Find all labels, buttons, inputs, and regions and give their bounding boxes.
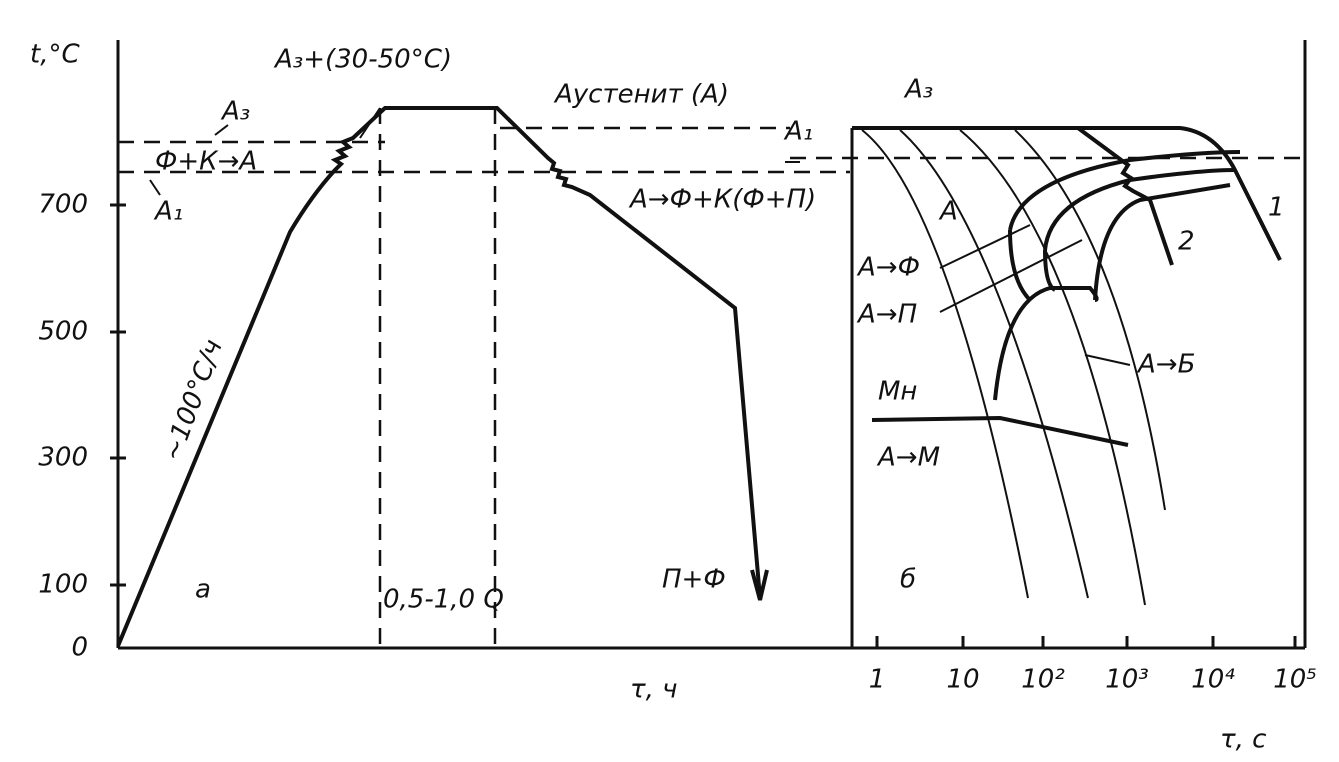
y-label: t,°C (30, 40, 80, 70)
y-tick-label: 0 (71, 633, 88, 663)
label: А→Ф+К(Ф+П) (628, 185, 816, 215)
label: А₃ (903, 75, 933, 105)
x-label: τ, ч (630, 675, 678, 705)
x-tick-label: 10² (1021, 665, 1065, 695)
label: 0,5-1,0 Q (383, 585, 504, 615)
label: 1 (1268, 193, 1285, 223)
label: Аустенит (А) (553, 80, 729, 110)
label: А (938, 197, 958, 227)
label: А₁ (783, 117, 813, 147)
label: А₁ (153, 197, 183, 227)
label: А₃+(30-50°С) (273, 45, 452, 75)
y-tick-label: 700 (38, 190, 88, 220)
x-tick-label: 10⁴ (1191, 665, 1235, 695)
label: А→М (876, 443, 940, 473)
x-tick-label: 1 (869, 665, 886, 695)
label: Мн (878, 377, 917, 407)
y-tick-label: 500 (38, 317, 88, 347)
x-tick-label: 10⁵ (1273, 665, 1317, 695)
y-tick-label: 300 (38, 443, 88, 473)
label: А→Ф (856, 253, 920, 283)
label: 2 (1178, 227, 1195, 257)
panel-letter: а (195, 575, 211, 605)
label: П+Ф (662, 565, 726, 595)
label: А→Б (1136, 350, 1195, 380)
label: А→П (856, 300, 917, 330)
label: А₃ (220, 97, 250, 127)
panel-letter: б (900, 565, 916, 595)
x-tick-label: 10 (946, 665, 979, 695)
lines (110, 40, 1307, 650)
x-label: τ, с (1220, 725, 1266, 755)
x-tick-label: 10³ (1105, 665, 1149, 695)
label: Ф+К→А (155, 147, 257, 177)
y-tick-label: 100 (38, 570, 88, 600)
